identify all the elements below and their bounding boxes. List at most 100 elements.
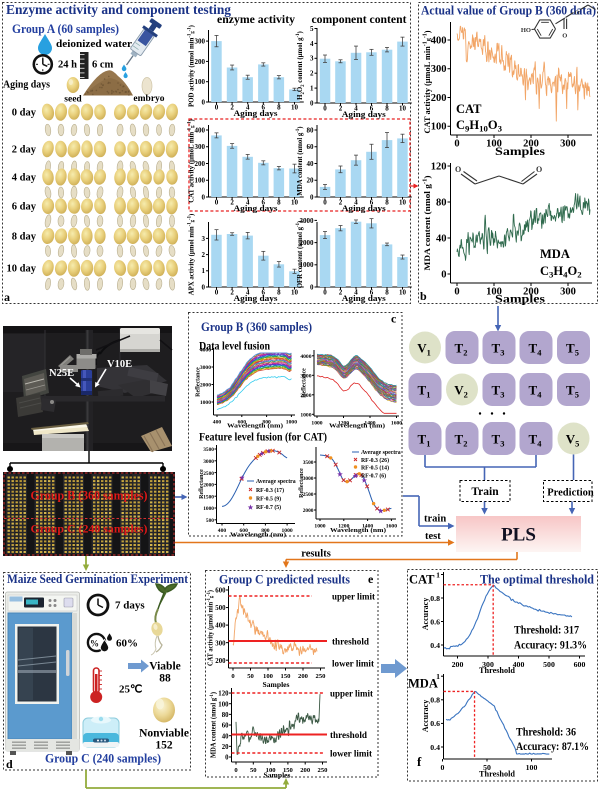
svg-text:100: 100 [195, 177, 206, 185]
svg-text:2: 2 [339, 289, 343, 297]
svg-text:Data level fusion: Data level fusion [199, 341, 271, 353]
svg-text:seed: seed [64, 95, 82, 105]
svg-text:1000: 1000 [200, 400, 211, 406]
svg-text:500: 500 [215, 605, 226, 612]
svg-text:Group A (60 samples): Group A (60 samples) [12, 21, 119, 36]
svg-text:20: 20 [307, 177, 315, 185]
svg-text:500: 500 [543, 660, 555, 669]
svg-text:Train: Train [471, 486, 499, 498]
svg-text:C3H4O2: C3H4O2 [540, 264, 582, 280]
svg-text:50: 50 [250, 767, 257, 774]
svg-text:0.4: 0.4 [430, 641, 440, 650]
svg-text:2: 2 [230, 104, 234, 112]
svg-text:1: 1 [436, 672, 440, 681]
svg-text:2: 2 [339, 199, 343, 207]
svg-text:200: 200 [195, 160, 206, 168]
svg-text:O: O [455, 165, 461, 174]
svg-text:O: O [575, 10, 580, 17]
svg-text:24 h: 24 h [58, 60, 77, 71]
svg-text:MDA: MDA [408, 677, 438, 691]
svg-text:CAT activity (μmol min-1g-1): CAT activity (μmol min-1g-1) [206, 589, 215, 666]
svg-text:1000: 1000 [300, 261, 315, 269]
svg-text:40: 40 [436, 233, 447, 244]
svg-text:600: 600 [574, 660, 586, 669]
svg-text:8: 8 [385, 289, 389, 297]
svg-text:Group C (240 samples): Group C (240 samples) [31, 522, 148, 536]
svg-text:O: O [536, 165, 542, 174]
svg-text:Aging days: Aging days [342, 293, 387, 303]
svg-text:deionized water: deionized water [56, 39, 132, 50]
svg-text:100: 100 [266, 767, 277, 774]
svg-text:HO: HO [521, 27, 531, 34]
svg-text:MDA: MDA [540, 247, 570, 261]
svg-text:RF-0.7 (5): RF-0.7 (5) [256, 504, 281, 511]
svg-text:400: 400 [218, 528, 227, 534]
svg-text:8: 8 [385, 105, 389, 113]
svg-text:Group B (360 samples): Group B (360 samples) [31, 489, 148, 503]
svg-text:10: 10 [399, 199, 407, 207]
svg-text:test: test [425, 531, 441, 542]
svg-text:1000: 1000 [311, 421, 322, 427]
svg-text:250: 250 [316, 673, 327, 680]
svg-text:Wavelength (nm): Wavelength (nm) [230, 532, 286, 539]
svg-text:500: 500 [206, 518, 214, 524]
svg-text:OFR content (nmol g-1): OFR content (nmol g-1) [296, 221, 304, 289]
svg-text:RF-0.3 (17): RF-0.3 (17) [256, 487, 284, 494]
svg-text:threshold: threshold [330, 730, 368, 741]
svg-text:400: 400 [215, 623, 226, 630]
svg-text:2000: 2000 [300, 393, 311, 399]
svg-text:120: 120 [218, 691, 229, 698]
svg-text:H2O2 content (μmol g-1): H2O2 content (μmol g-1) [296, 31, 306, 100]
svg-text:80: 80 [307, 126, 315, 134]
svg-text:0: 0 [215, 104, 219, 112]
svg-text:2000: 2000 [200, 383, 211, 389]
svg-text:4000: 4000 [200, 348, 211, 354]
svg-text:8: 8 [277, 104, 281, 112]
svg-text:Viable: Viable [149, 661, 181, 673]
svg-text:4: 4 [354, 105, 358, 113]
svg-text:2: 2 [230, 199, 234, 207]
svg-text:1400: 1400 [362, 524, 373, 530]
svg-text:Reflectance: Reflectance [302, 368, 308, 398]
svg-text:Average spectra: Average spectra [256, 479, 296, 485]
svg-text:0: 0 [202, 98, 206, 106]
svg-text:3000: 3000 [200, 365, 211, 371]
svg-text:40: 40 [222, 733, 229, 740]
svg-text:1000: 1000 [314, 524, 325, 530]
svg-text:3: 3 [310, 55, 314, 63]
svg-text:Group C (240 samples): Group C (240 samples) [45, 752, 161, 766]
svg-text:b: b [420, 289, 427, 303]
svg-text:10: 10 [291, 104, 299, 112]
svg-text:1000: 1000 [300, 413, 311, 419]
svg-text:Samples: Samples [263, 680, 290, 689]
svg-text:8: 8 [277, 199, 281, 207]
svg-text:2: 2 [230, 289, 234, 297]
svg-text:40: 40 [307, 160, 315, 168]
svg-text:component content: component content [312, 14, 407, 26]
svg-text:8: 8 [385, 199, 389, 207]
svg-text:Accuracy: 87.1%: Accuracy: 87.1% [516, 739, 589, 753]
svg-text:2500: 2500 [203, 471, 214, 477]
svg-text:0: 0 [234, 767, 238, 774]
svg-text:300: 300 [560, 139, 576, 150]
svg-text:1400: 1400 [364, 421, 375, 427]
svg-text:3: 3 [202, 235, 206, 243]
svg-text:20: 20 [222, 744, 229, 751]
svg-text:%: % [90, 639, 99, 649]
svg-text:100: 100 [431, 122, 447, 133]
svg-text:600: 600 [215, 588, 226, 595]
svg-text:RF-0.5 (9): RF-0.5 (9) [256, 496, 281, 503]
svg-text:0.8: 0.8 [430, 696, 440, 705]
svg-text:threshold: threshold [332, 637, 370, 648]
svg-text:100: 100 [218, 701, 229, 708]
svg-text:600: 600 [240, 528, 249, 534]
svg-text:0: 0 [454, 287, 459, 298]
svg-text:1000: 1000 [203, 506, 214, 512]
svg-text:6: 6 [262, 289, 266, 297]
svg-text:Accuracy: Accuracy [421, 700, 430, 732]
svg-text:Enzyme activity and component: Enzyme activity and component testing [6, 2, 231, 17]
svg-text:Aging days: Aging days [234, 203, 279, 213]
svg-text:Aging days: Aging days [3, 80, 50, 91]
svg-text:10: 10 [291, 199, 299, 207]
svg-text:1000: 1000 [282, 528, 293, 534]
